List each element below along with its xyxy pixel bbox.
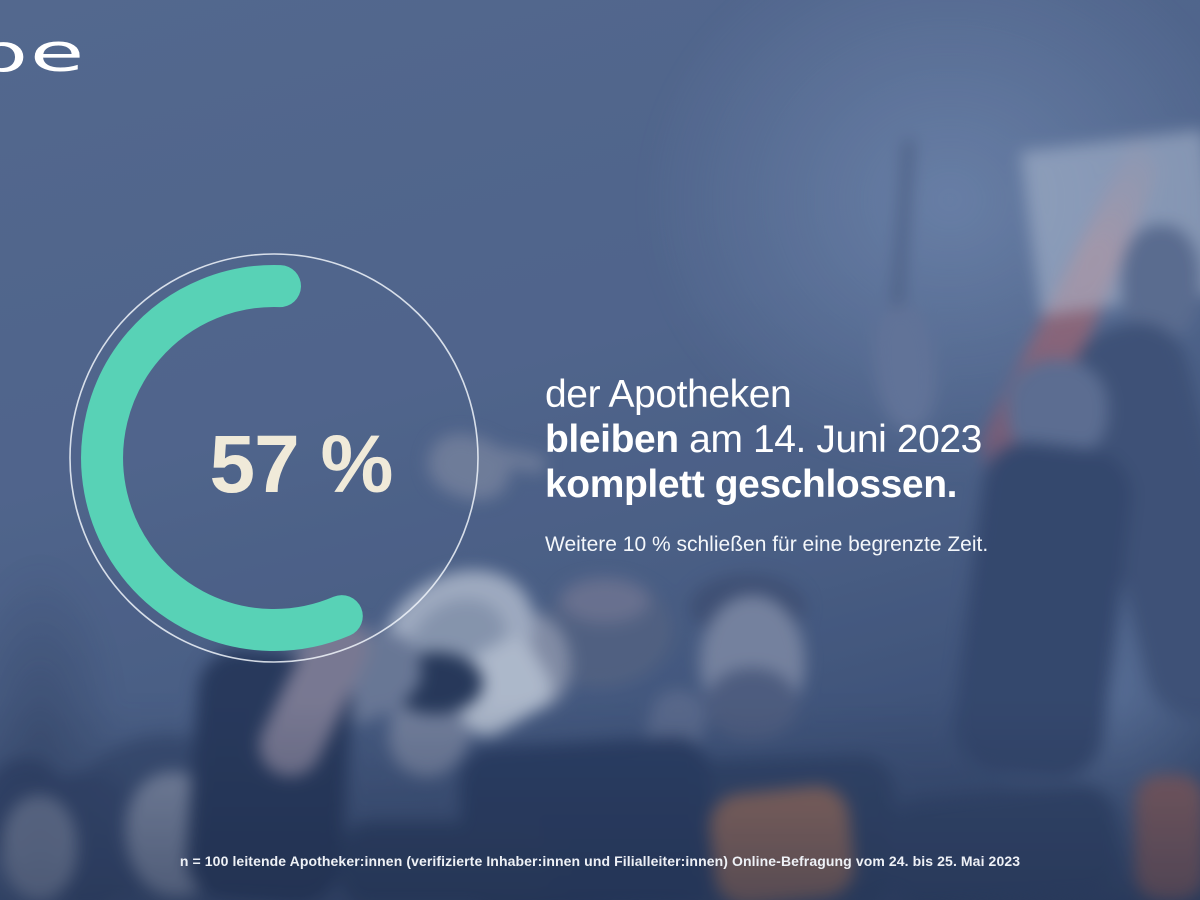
headline-line-1: der Apotheken [545, 373, 792, 416]
headline-line-2: bleiben am 14. Juni 2023 [545, 417, 982, 462]
headline-line-3-bold: komplett geschlossen. [545, 463, 958, 506]
stat-value: 57 % [209, 419, 394, 510]
headline-line-2-rest: am 14. Juni 2023 [678, 418, 982, 461]
donut-outline-circle [69, 253, 479, 663]
donut-chart [69, 253, 479, 663]
photo-bottom-shade [0, 700, 1200, 900]
photo-left-shade [0, 560, 120, 900]
photo-sign-fist [1122, 225, 1200, 340]
headline-line-2-bold: bleiben [545, 418, 679, 461]
headline: der Apotheken bleiben am 14. Juni 2023 k… [545, 372, 982, 507]
donut-arc-57-percent [81, 265, 363, 651]
brand-logo-fragment: pe [0, 24, 86, 84]
footnote: n = 100 leitende Apotheker:innen (verifi… [179, 853, 1021, 869]
photo-woman-hair-highlight [560, 578, 650, 623]
headline-line-3: komplett geschlossen. [545, 462, 982, 507]
subline: Weitere 10 % schließen für eine begrenzt… [545, 533, 989, 556]
